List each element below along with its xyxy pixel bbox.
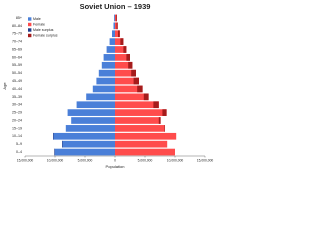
female-bar [115,22,118,30]
male-bar [86,93,115,101]
y-tick-label: 30–34 [12,103,22,107]
x-axis-label: Population [106,164,125,169]
x-tick-label: 10,000,000 [47,158,64,162]
female-surplus [162,109,167,116]
female-surplus [133,77,139,85]
male-bar [92,85,115,93]
legend-label: Male [33,17,41,21]
male-surplus [53,132,54,140]
female-bar [115,125,165,132]
legend-swatch [28,33,32,38]
male-bar [54,148,115,156]
y-tick-label: 0–4 [16,150,22,154]
y-tick-label: 70–74 [12,40,22,44]
female-surplus [116,22,118,30]
legend-label: Male surplus [33,28,54,32]
female-bar [115,109,167,116]
y-tick-label: 15–19 [12,126,22,130]
female-bar [115,46,127,53]
x-tick-label: 10,000,000 [167,158,184,162]
y-tick-label: 55–59 [12,63,22,67]
y-tick-label: 35–39 [12,95,22,99]
male-bar [106,46,115,53]
male-surplus [62,140,63,148]
female-bar [115,148,175,156]
y-tick-label: 65–69 [12,47,22,51]
y-tick-label: 50–54 [12,71,22,75]
female-bar [115,140,168,148]
female-bar [115,117,161,124]
female-surplus [137,85,143,93]
female-surplus [123,46,127,53]
x-tick-label: 5,000,000 [138,158,153,162]
male-surplus [54,148,55,156]
male-bar [103,54,115,61]
x-tick-label: 0 [114,158,116,162]
male-bar [67,109,115,116]
y-tick-label: 85+ [16,16,22,20]
female-surplus [115,14,117,22]
male-bar [65,125,115,132]
legend-swatch [28,22,32,27]
female-bar [115,85,143,93]
male-bar [98,69,115,77]
y-tick-label: 60–64 [12,55,22,59]
female-bar [115,61,133,69]
female-bar [115,101,159,109]
female-surplus [120,38,124,45]
y-tick-label: 75–79 [12,32,22,36]
male-bar [53,132,115,140]
y-tick-label: 45–49 [12,79,22,83]
female-bar [115,69,136,77]
male-bar [101,61,115,69]
female-bar [115,30,120,38]
male-bar [76,101,115,109]
x-tick-label: 15,000,000 [197,158,214,162]
y-axis-label: Age [2,82,7,90]
female-bar [115,38,124,45]
male-bar [62,140,115,148]
y-tick-label: 10–14 [12,134,22,138]
legend-label: Female [33,22,45,26]
female-bar [115,54,130,61]
female-surplus [118,30,120,38]
female-bar [115,132,177,140]
chart: Soviet Union – 1939 Population Age 15,00… [2,2,214,169]
male-bar [71,117,115,124]
female-surplus [143,93,149,101]
female-surplus [164,125,165,132]
female-surplus [126,54,130,61]
y-tick-label: 20–24 [12,118,22,122]
female-surplus [128,61,133,69]
male-bar [113,22,115,30]
female-surplus [131,69,136,77]
legend-label: Female surplus [33,33,58,37]
y-tick-label: 40–44 [12,87,22,91]
male-bar [112,30,115,38]
female-bar [115,93,149,101]
female-bar [115,77,139,85]
female-surplus [153,101,159,109]
male-bar [114,14,115,22]
female-surplus [158,117,161,124]
male-bar [96,77,115,85]
legend-swatch [28,17,32,21]
y-tick-label: 80–84 [12,24,22,28]
legend-swatch [28,28,32,32]
chart-title: Soviet Union – 1939 [80,2,151,11]
x-tick-label: 5,000,000 [78,158,93,162]
y-tick-label: 25–29 [12,111,22,115]
male-bar [109,38,115,45]
x-tick-label: 15,000,000 [17,158,34,162]
y-tick-label: 5–9 [16,142,22,146]
